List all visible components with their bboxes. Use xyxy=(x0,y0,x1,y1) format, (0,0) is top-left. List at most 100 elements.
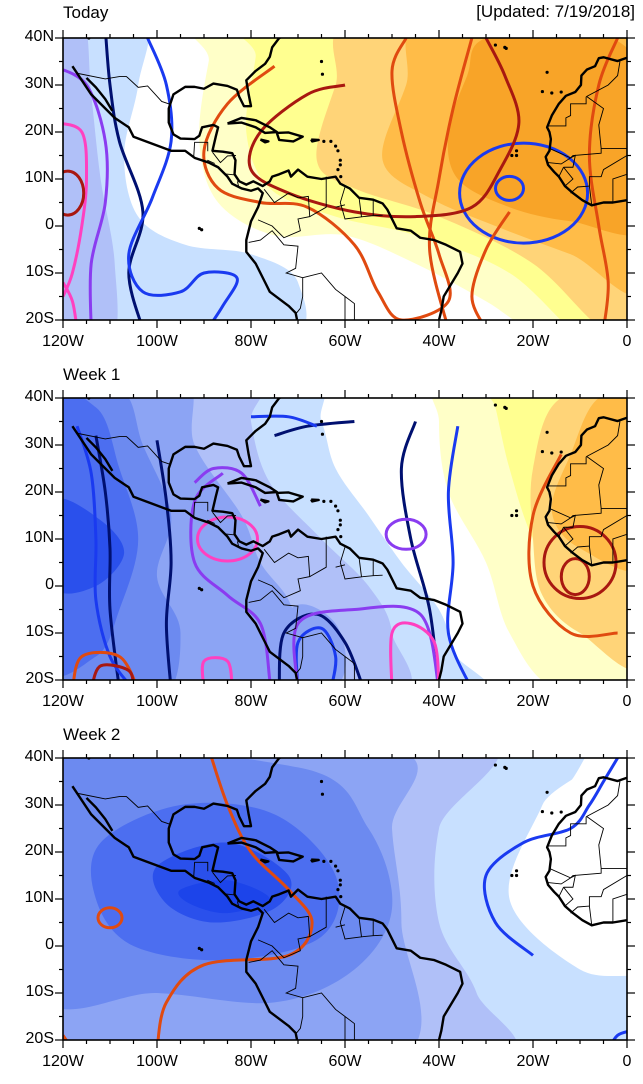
country-border xyxy=(248,950,304,1034)
coastline xyxy=(544,56,627,207)
island xyxy=(334,144,338,148)
island xyxy=(514,509,519,513)
lon-tick-label: 120W xyxy=(42,333,84,350)
country-border xyxy=(77,792,171,825)
island xyxy=(336,168,340,172)
lon-tick-label: 20W xyxy=(516,1053,550,1070)
lat-tick-label: 10S xyxy=(25,983,54,1000)
contour-line xyxy=(127,38,239,320)
country-border xyxy=(339,546,383,580)
lon-tick-label: 40W xyxy=(422,1053,456,1070)
island xyxy=(320,432,325,436)
lon-tick-label: 120W xyxy=(42,693,84,710)
island xyxy=(559,450,563,454)
island xyxy=(338,158,342,162)
lat-tick-label: 20N xyxy=(24,122,54,139)
country-border xyxy=(563,154,576,168)
lat-tick-label: 30N xyxy=(24,795,54,812)
island xyxy=(200,948,204,952)
country-border xyxy=(547,517,571,525)
island xyxy=(550,811,554,815)
island xyxy=(336,888,340,892)
country-border xyxy=(612,173,627,203)
lon-tick-label: 100W xyxy=(136,1053,178,1070)
country-border xyxy=(302,272,355,320)
island xyxy=(559,810,563,814)
shaded-region xyxy=(531,758,627,967)
coastline xyxy=(275,851,304,863)
lon-tick-label: 100W xyxy=(136,333,178,350)
country-border xyxy=(335,924,346,928)
island xyxy=(329,859,333,863)
country-border xyxy=(207,879,215,884)
country-border xyxy=(309,176,327,217)
lon-tick-label: 80W xyxy=(234,333,268,350)
country-border xyxy=(248,590,304,674)
island xyxy=(550,91,554,95)
island xyxy=(197,226,201,230)
island xyxy=(338,878,342,882)
coastline-group xyxy=(71,758,627,1040)
country-border xyxy=(212,151,236,164)
country-border xyxy=(193,141,209,158)
contour-line xyxy=(446,425,469,680)
country-border xyxy=(193,861,209,878)
island xyxy=(319,59,324,64)
coastline xyxy=(167,758,464,1040)
contour-line xyxy=(294,626,338,680)
island xyxy=(339,535,343,539)
coastline xyxy=(544,416,627,567)
contour-line xyxy=(399,421,440,680)
lat-tick-label: 10N xyxy=(24,529,54,546)
lon-tick-label: 0 xyxy=(622,333,632,350)
contour-line xyxy=(202,38,452,320)
panel-title-week2: Week 2 xyxy=(63,725,121,744)
lon-tick-label: 40W xyxy=(422,693,456,710)
country-border xyxy=(588,155,627,187)
contour-line xyxy=(458,141,590,245)
country-border xyxy=(339,186,383,220)
island xyxy=(322,859,326,863)
island xyxy=(540,809,545,814)
country-border xyxy=(549,456,605,519)
island xyxy=(514,149,519,153)
island xyxy=(322,499,326,503)
panel-title-today: Today xyxy=(63,3,109,22)
island xyxy=(550,451,554,455)
country-border xyxy=(612,893,627,923)
country-border xyxy=(224,533,234,536)
island xyxy=(339,895,343,899)
island xyxy=(514,513,519,518)
country-border xyxy=(302,632,355,680)
lon-tick-label: 0 xyxy=(622,1053,632,1070)
lat-tick-label: 20N xyxy=(24,842,54,859)
country-border xyxy=(570,545,593,566)
contour-line xyxy=(559,557,591,597)
lon-tick-label: 100W xyxy=(136,693,178,710)
country-border xyxy=(549,816,605,879)
island xyxy=(493,763,497,767)
coastline-group xyxy=(71,398,627,680)
updated-date: [Updated: 7/19/2018] xyxy=(476,2,635,21)
country-border xyxy=(588,875,627,907)
country-border xyxy=(248,230,304,314)
island xyxy=(510,513,514,518)
contour-line xyxy=(196,515,259,563)
coastline xyxy=(71,425,299,680)
lon-tick-label: 40W xyxy=(422,333,456,350)
country-border xyxy=(570,185,593,206)
contour-line xyxy=(104,38,145,320)
country-border xyxy=(77,432,171,465)
coastline xyxy=(310,858,320,863)
coastline xyxy=(544,776,627,927)
contour-line xyxy=(470,211,511,320)
contour-line xyxy=(63,169,86,217)
map-panel-week1 xyxy=(55,390,635,688)
country-border xyxy=(236,541,240,548)
island xyxy=(336,509,340,513)
contour-line xyxy=(482,758,619,957)
lat-tick-label: 0 xyxy=(45,216,54,233)
contour-line xyxy=(611,1030,627,1040)
lon-tick-label: 80W xyxy=(234,1053,268,1070)
island xyxy=(514,869,519,873)
